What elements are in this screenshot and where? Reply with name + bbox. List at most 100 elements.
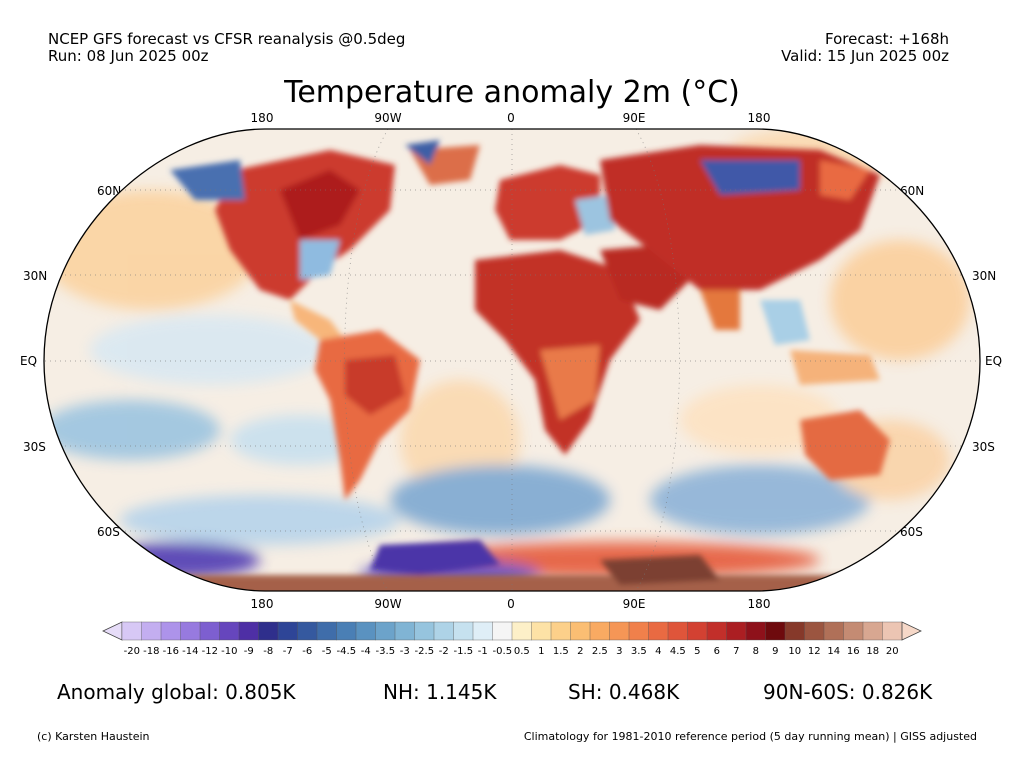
lon-label-top-90w: 90W xyxy=(374,111,402,125)
colorbar-cell xyxy=(336,621,357,641)
colorbar-cell xyxy=(394,621,415,641)
lat-label-right-30n: 30N xyxy=(972,269,997,283)
colorbar-tick-label: 0.5 xyxy=(513,646,530,657)
colorbar-cell xyxy=(472,621,493,641)
colorbar-cell xyxy=(570,621,591,641)
polar-band-anomaly-text: 90N-60S: 0.826K xyxy=(763,680,933,704)
lat-label-right-eq: EQ xyxy=(985,354,1003,368)
colorbar-tick-label: 4 xyxy=(655,646,662,657)
global-anomaly-text: Anomaly global: 0.805K xyxy=(57,680,296,704)
colorbar-tick-label: 1.5 xyxy=(552,646,569,657)
colorbar-cell xyxy=(531,621,552,641)
colorbar-cell xyxy=(862,621,883,641)
colorbar-tick-label: 14 xyxy=(827,646,841,657)
model-source-text: NCEP GFS forecast vs CFSR reanalysis @0.… xyxy=(48,30,406,48)
colorbar-tick-label: 5 xyxy=(694,646,701,657)
colorbar-cell xyxy=(706,621,727,641)
lon-label-top-180w: 180 xyxy=(250,111,274,125)
colorbar-cell xyxy=(726,621,747,641)
run-time-text: Run: 08 Jun 2025 00z xyxy=(48,47,209,65)
colorbar-tick-label: 2.5 xyxy=(591,646,608,657)
colorbar-tick-label: 18 xyxy=(866,646,880,657)
colorbar-tick-label: -4.5 xyxy=(336,646,357,657)
colorbar-cell xyxy=(765,621,786,641)
colorbar-cell xyxy=(609,621,630,641)
colorbar-cell xyxy=(277,621,298,641)
colorbar xyxy=(102,621,922,641)
colorbar-tick-label: -7 xyxy=(282,646,293,657)
colorbar-tick-label: 16 xyxy=(846,646,860,657)
colorbar-tick-label: -16 xyxy=(162,646,179,657)
colorbar-cell xyxy=(453,621,474,641)
colorbar-tick-label: 7 xyxy=(733,646,740,657)
climatology-note: Climatology for 1981-2010 reference peri… xyxy=(523,730,977,743)
colorbar-cell xyxy=(141,621,162,641)
colorbar-under-arrow xyxy=(102,621,123,641)
colorbar-cell xyxy=(745,621,766,641)
lon-label-top-180e: 180 xyxy=(747,111,771,125)
colorbar-cell xyxy=(550,621,571,641)
colorbar-cell xyxy=(882,621,903,641)
colorbar-cell xyxy=(219,621,240,641)
colorbar-tick-label: -8 xyxy=(263,646,274,657)
lat-label-left-30s: 30S xyxy=(23,440,46,454)
lat-label-left-60s: 60S xyxy=(97,525,120,539)
colorbar-tick-label: -4 xyxy=(360,646,371,657)
colorbar-cell xyxy=(375,621,396,641)
colorbar-cell xyxy=(804,621,825,641)
colorbar-cell xyxy=(589,621,610,641)
colorbar-tick-label: 3.5 xyxy=(630,646,647,657)
lat-label-right-60s: 60S xyxy=(900,525,923,539)
colorbar-over-arrow xyxy=(901,621,922,641)
lon-label-bottom-0: 0 xyxy=(507,597,515,611)
nh-anomaly-text: NH: 1.145K xyxy=(383,680,497,704)
lon-label-bottom-90w: 90W xyxy=(374,597,402,611)
colorbar-tick-label: -2 xyxy=(438,646,449,657)
colorbar-cell xyxy=(238,621,259,641)
colorbar-cell xyxy=(297,621,318,641)
colorbar-tick-label: 10 xyxy=(788,646,802,657)
page-title: Temperature anomaly 2m (°C) xyxy=(284,75,740,110)
colorbar-tick-label: 9 xyxy=(772,646,779,657)
lon-label-bottom-180e: 180 xyxy=(747,597,771,611)
colorbar-tick-label: 6 xyxy=(713,646,720,657)
map-field xyxy=(44,129,980,591)
colorbar-cell xyxy=(784,621,805,641)
colorbar-tick-label: -1 xyxy=(477,646,488,657)
colorbar-tick-label: -14 xyxy=(182,646,199,657)
colorbar-cell xyxy=(511,621,532,641)
colorbar-tick-label: 12 xyxy=(807,646,821,657)
colorbar-cell xyxy=(121,621,142,641)
colorbar-cell xyxy=(628,621,649,641)
colorbar-cells xyxy=(121,621,903,641)
lon-label-top-90e: 90E xyxy=(622,111,646,125)
colorbar-tick-label: -6 xyxy=(302,646,313,657)
colorbar-cell xyxy=(667,621,688,641)
colorbar-cell xyxy=(648,621,669,641)
colorbar-tick-label: -20 xyxy=(123,646,140,657)
colorbar-tick-label: -2.5 xyxy=(414,646,435,657)
colorbar-cell xyxy=(843,621,864,641)
credit-text: (c) Karsten Haustein xyxy=(37,730,150,743)
colorbar-tick-label: 2 xyxy=(577,646,584,657)
colorbar-cell xyxy=(199,621,220,641)
lon-label-bottom-180w: 180 xyxy=(250,597,274,611)
colorbar-cell xyxy=(258,621,279,641)
colorbar-tick-label: 1 xyxy=(538,646,545,657)
valid-time-text: Valid: 15 Jun 2025 00z xyxy=(781,47,949,65)
colorbar-tick-label: 8 xyxy=(752,646,759,657)
colorbar-cell xyxy=(180,621,201,641)
colorbar-cell xyxy=(433,621,454,641)
colorbar-cell xyxy=(687,621,708,641)
colorbar-tick-label: -0.5 xyxy=(492,646,513,657)
colorbar-tick-label: -5 xyxy=(321,646,332,657)
colorbar-tick-label: -1.5 xyxy=(453,646,474,657)
colorbar-tick-label: 3 xyxy=(616,646,623,657)
colorbar-tick-label: -10 xyxy=(221,646,238,657)
colorbar-cell xyxy=(823,621,844,641)
colorbar-tick-label: 20 xyxy=(885,646,899,657)
colorbar-tick-label: -12 xyxy=(201,646,218,657)
colorbar-cell xyxy=(414,621,435,641)
lat-label-right-30s: 30S xyxy=(972,440,995,454)
